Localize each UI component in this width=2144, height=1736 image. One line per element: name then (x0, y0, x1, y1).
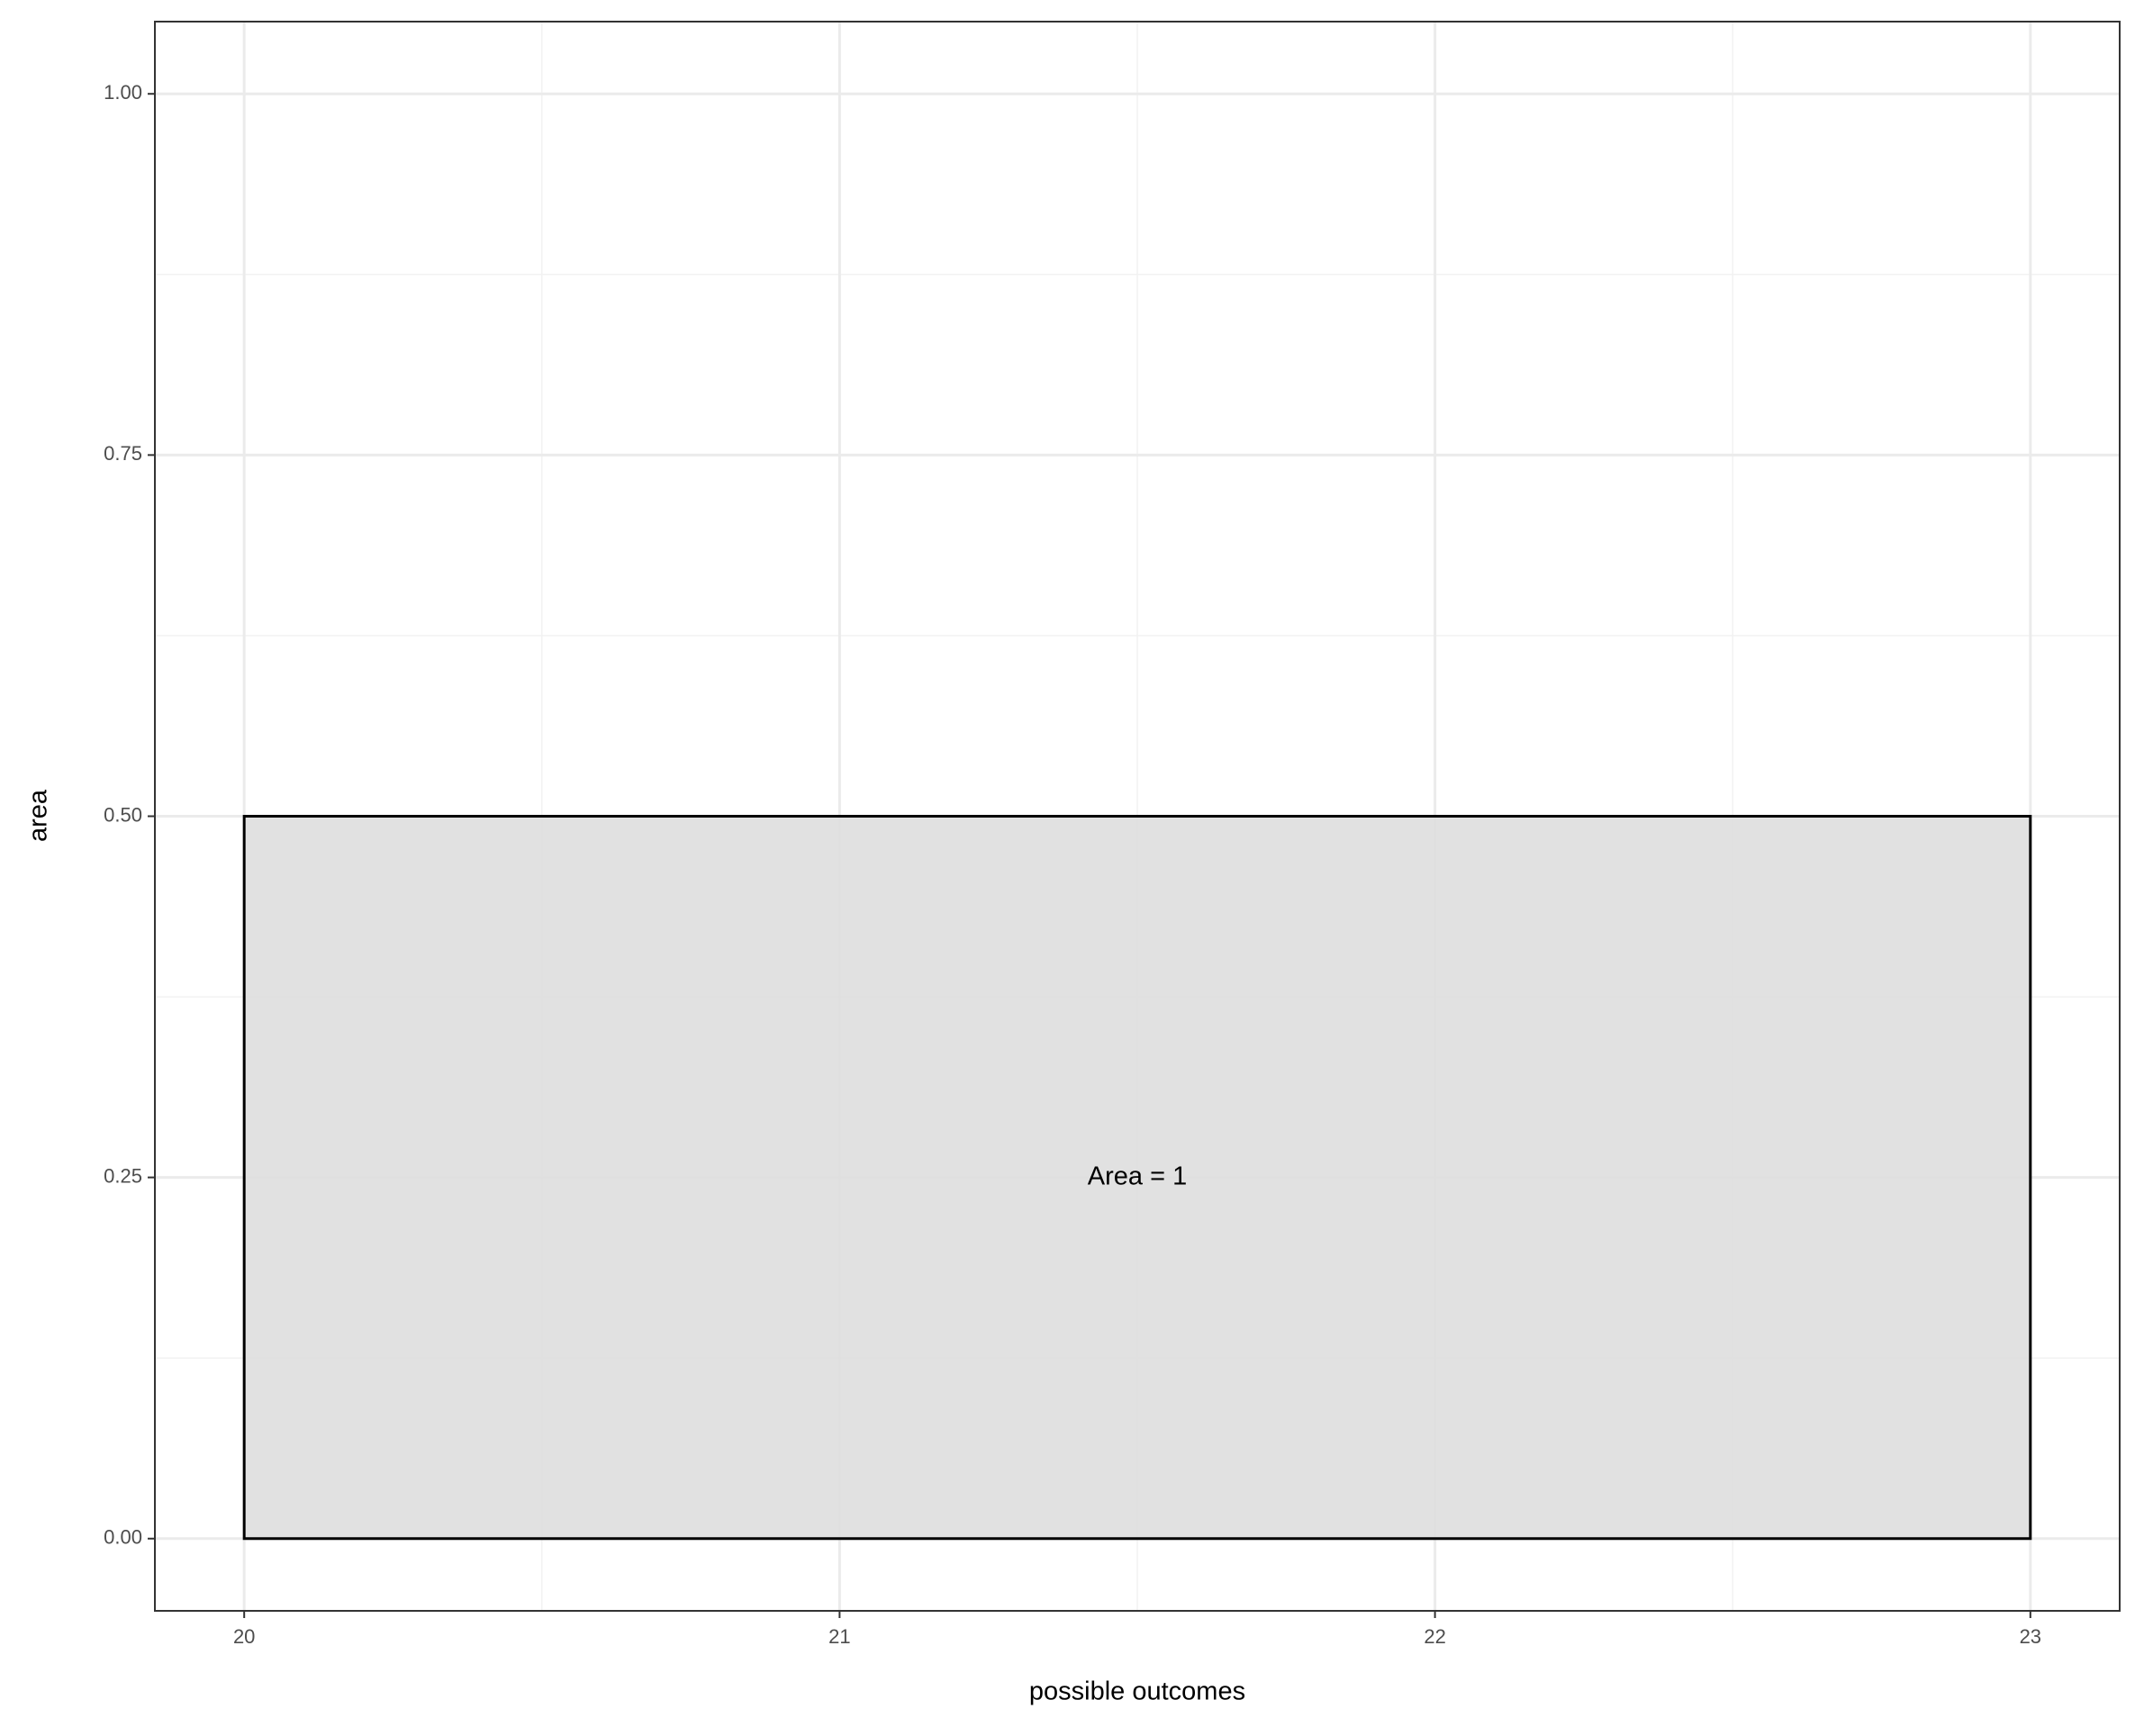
y-tick-label: 0.00 (104, 1526, 142, 1549)
y-tick-label: 0.25 (104, 1164, 142, 1187)
area (242, 815, 2032, 1541)
x-tick-label: 20 (233, 1625, 255, 1648)
x-tick-label: 23 (2020, 1625, 2041, 1648)
y-axis-title: area (24, 789, 53, 842)
annotation: Area = 1 (1088, 1162, 1187, 1190)
y-tick-label: 0.50 (104, 803, 142, 826)
y-tick-label: 1.00 (104, 81, 142, 104)
x-tick-label: 22 (1424, 1625, 1445, 1648)
panel-border (154, 21, 2121, 1612)
y-tick-label: 0.75 (104, 442, 142, 465)
x-axis-title: possible outcomes (1029, 1677, 1245, 1706)
x-tick-label: 21 (828, 1625, 850, 1648)
